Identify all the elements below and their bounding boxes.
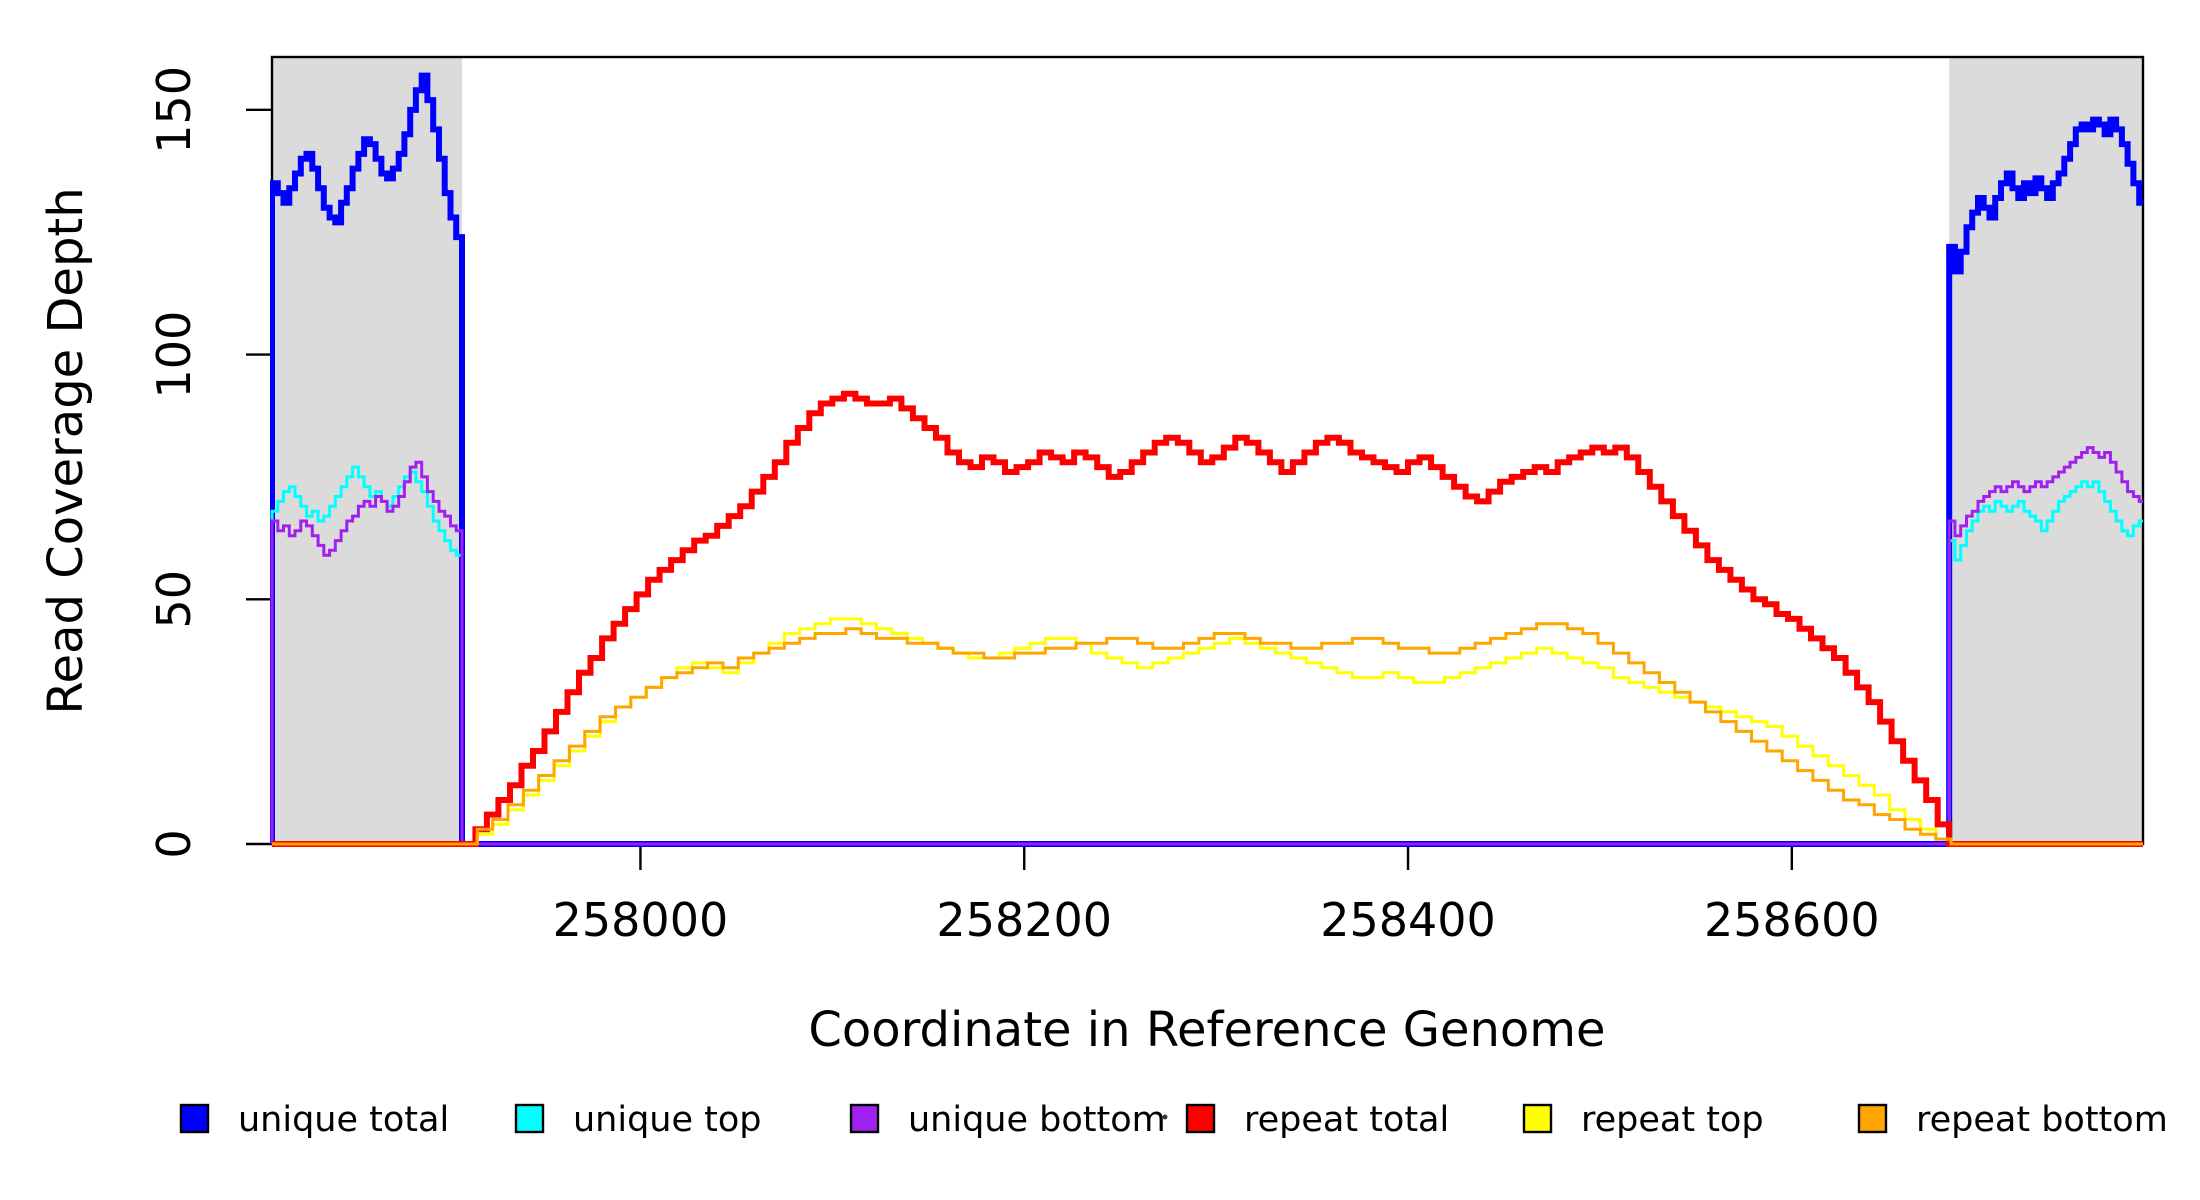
legend-entry-unique-bottom: unique bottom (849, 1100, 1166, 1140)
series-layer (270, 72, 2143, 847)
legend: unique total unique top unique bottom repea… (179, 1100, 2168, 1140)
y-axis-title: Read Coverage Depth (38, 187, 94, 714)
stray-dot-mark (1162, 1114, 1168, 1120)
x-tick-label: 258200 (936, 893, 1112, 947)
y-tick-label: 150 (147, 66, 201, 154)
x-axis-title: Coordinate in Reference Genome (808, 1002, 1605, 1058)
x-tick-label: 258000 (553, 893, 729, 947)
shaded-flank-region-2 (1949, 57, 2143, 844)
shaded-flank-region-1 (272, 57, 462, 844)
shaded-regions-layer (272, 57, 2143, 844)
series-line-unique-top (270, 465, 2143, 846)
legend-label-repeat-total: repeat total (1244, 1100, 1449, 1140)
legend-swatch-unique-top (514, 1103, 545, 1134)
legend-label-unique-top: unique top (573, 1100, 762, 1140)
legend-label-repeat-top: repeat top (1581, 1100, 1764, 1140)
plot-border-box (270, 55, 2145, 846)
y-tick-label: 50 (147, 570, 201, 629)
legend-swatch-unique-total (179, 1103, 210, 1134)
legend-swatch-repeat-bottom (1857, 1103, 1888, 1134)
axes-layer: 258000 258200 258400 258600 0 50 100 150 (147, 55, 2145, 947)
x-tick-label: 258600 (1704, 893, 1880, 947)
legend-swatch-repeat-top (1522, 1103, 1553, 1134)
legend-swatch-repeat-total (1185, 1103, 1216, 1134)
legend-label-unique-total: unique total (238, 1100, 449, 1140)
y-tick-label: 0 (147, 829, 201, 858)
y-tick-label: 100 (147, 311, 201, 399)
legend-label-unique-bottom: unique bottom (908, 1100, 1166, 1140)
legend-entry-repeat-bottom: repeat bottom (1857, 1100, 2168, 1140)
legend-entry-unique-top: unique top (514, 1100, 762, 1140)
x-tick-label: 258400 (1320, 893, 1496, 947)
series-line-repeat-bottom (272, 622, 2143, 846)
legend-entry-repeat-top: repeat top (1522, 1100, 1764, 1140)
legend-entry-repeat-total: repeat total (1185, 1100, 1449, 1140)
legend-label-repeat-bottom: repeat bottom (1916, 1100, 2168, 1140)
series-line-repeat-total (272, 390, 2143, 847)
legend-entry-unique-total: unique total (179, 1100, 449, 1140)
legend-swatch-unique-bottom (849, 1103, 880, 1134)
